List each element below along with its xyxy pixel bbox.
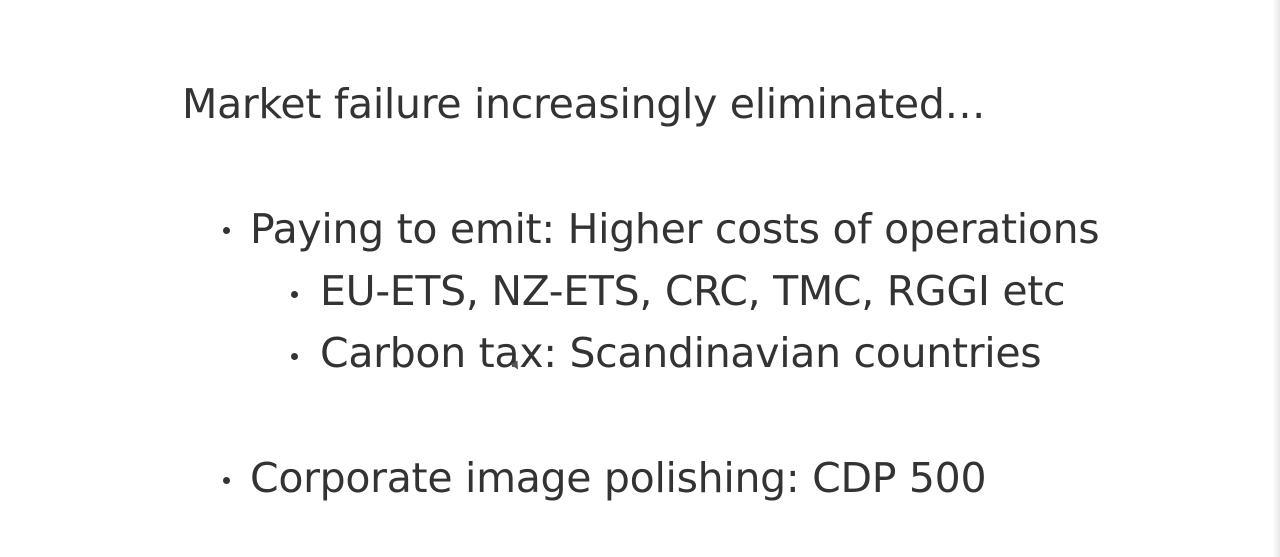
bullet-paying-to-emit: Paying to emit: Higher costs of operatio…	[250, 205, 1100, 253]
sub-bullet-ets-schemes: EU-ETS, NZ-ETS, CRC, TMC, RGGI etc	[320, 267, 1066, 315]
sub-bullet-dot	[291, 291, 298, 298]
sub-bullet-carbon-tax: Carbon tax: Scandinavian countries	[320, 329, 1042, 377]
bullet-dot	[223, 477, 230, 484]
bullet-corporate-image: Corporate image polishing: CDP 500	[250, 454, 987, 502]
slide-title: Market failure increasingly eliminated…	[182, 80, 986, 128]
bullet-dot	[223, 227, 230, 234]
sub-bullet-dot	[291, 353, 298, 360]
right-edge-shadow	[1272, 0, 1280, 557]
